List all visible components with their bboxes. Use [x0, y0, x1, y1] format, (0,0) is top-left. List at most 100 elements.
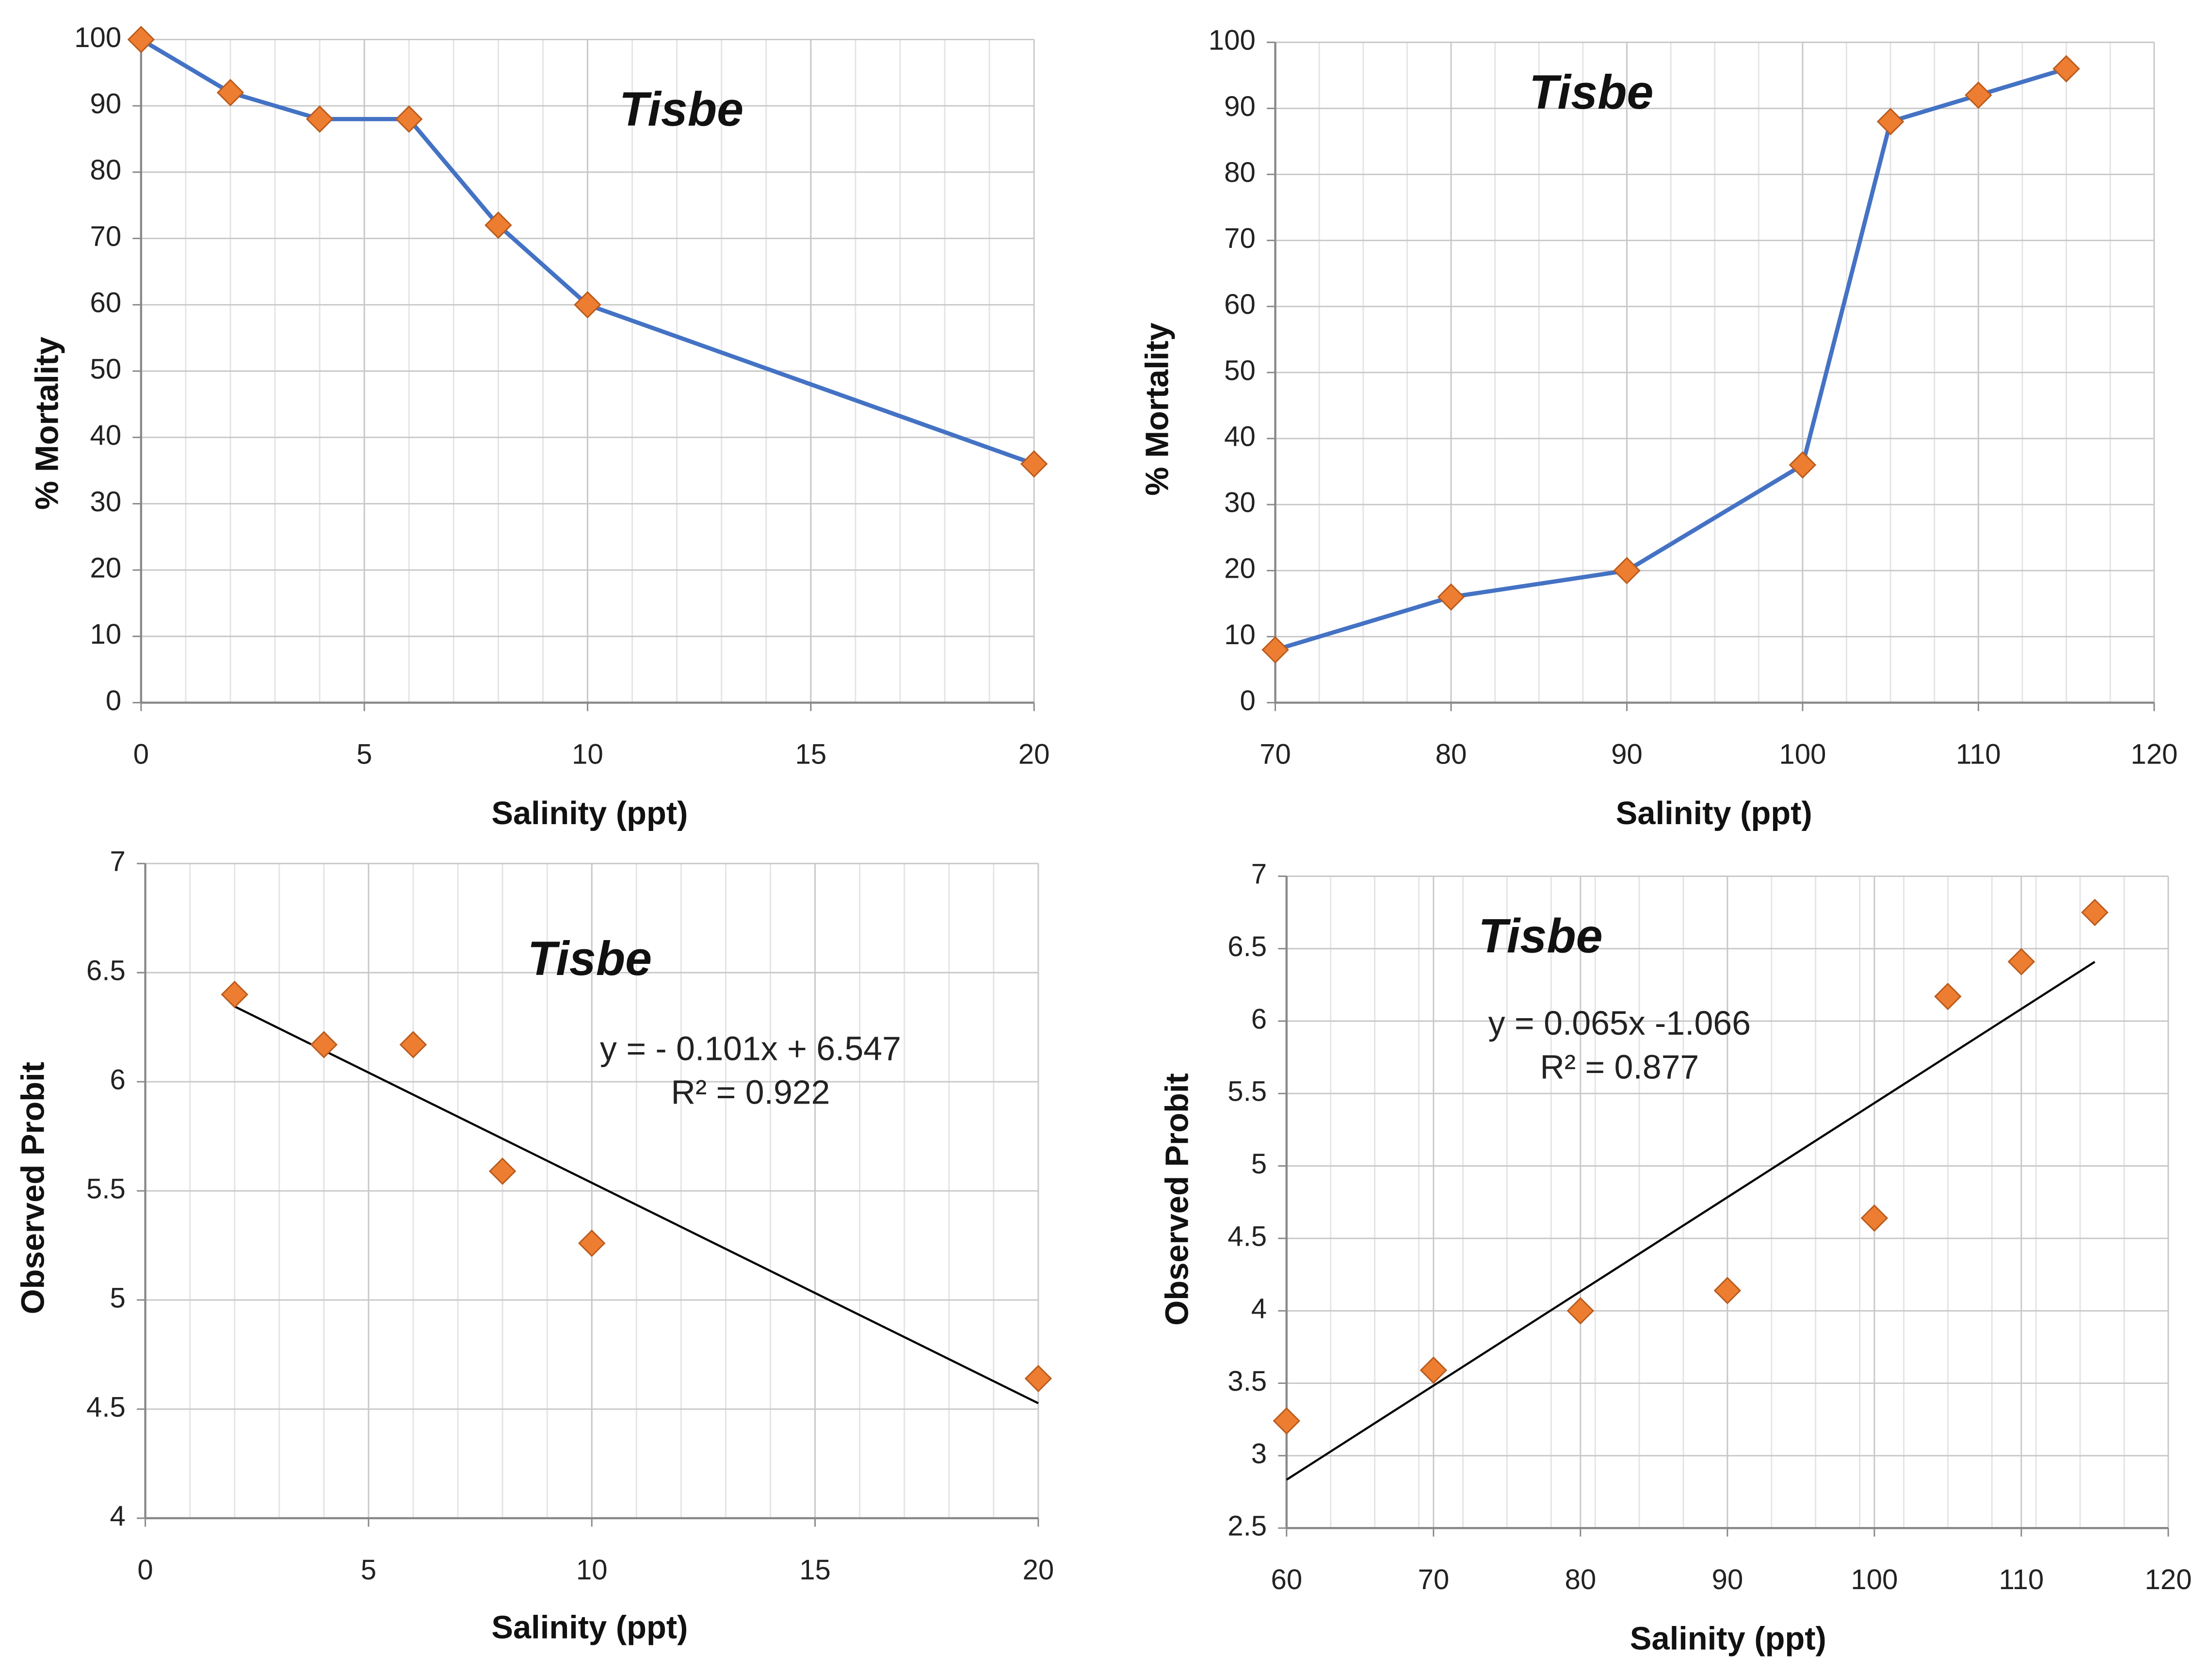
x-tick-label: 80: [1565, 1564, 1596, 1595]
marker: [395, 105, 423, 133]
y-tick-label: 10: [90, 618, 121, 650]
marker: [1273, 1407, 1301, 1435]
marker: [2007, 948, 2035, 975]
y-tick-label: 3: [1251, 1438, 1267, 1469]
y-tick-label: 5.5: [1227, 1076, 1267, 1107]
x-tick-label: 20: [1023, 1554, 1054, 1586]
x-tick-label: 0: [133, 738, 149, 770]
x-tick-label: 15: [795, 738, 826, 770]
marker: [2081, 898, 2109, 926]
y-tick-label: 7: [110, 846, 126, 878]
equation: y = 0.065x -1.066: [1488, 1004, 1751, 1042]
marker: [484, 211, 512, 239]
y-tick-label: 20: [90, 553, 121, 584]
x-tick-label: 100: [1851, 1564, 1898, 1595]
y-tick-label: 6: [110, 1064, 126, 1095]
x-tick-label: 60: [1271, 1564, 1302, 1595]
x-tick-label: 110: [1956, 738, 2001, 770]
y-tick-label: 20: [1224, 553, 1256, 585]
y-tick-label: 5: [1251, 1148, 1267, 1180]
x-tick-label: 100: [1779, 738, 1826, 770]
x-tick-label: 10: [572, 738, 603, 770]
marker: [488, 1157, 517, 1185]
y-tick-label: 6: [1251, 1003, 1267, 1035]
marker: [1261, 636, 1289, 664]
y-tick-label: 6.5: [86, 955, 126, 986]
y-tick-label: 40: [1224, 421, 1256, 452]
y-tick-label: 10: [1224, 619, 1256, 650]
y-tick-label: 50: [90, 353, 121, 385]
y-tick-label: 4.5: [1227, 1220, 1267, 1252]
marker: [1613, 557, 1641, 585]
x-tick-label: 15: [799, 1554, 831, 1586]
x-tick-label: 90: [1611, 738, 1643, 770]
y-axis-label: % Mortality: [1139, 323, 1176, 496]
y-tick-label: 100: [74, 22, 121, 53]
marker: [1566, 1297, 1595, 1325]
equation: y = - 0.101x + 6.547: [600, 1029, 901, 1067]
x-tick-label: 20: [1018, 738, 1050, 770]
marker: [306, 105, 334, 133]
y-tick-label: 60: [1224, 289, 1256, 320]
y-tick-label: 90: [90, 88, 121, 120]
marker: [1965, 81, 1992, 109]
y-tick-label: 30: [1224, 487, 1256, 519]
x-tick-label: 0: [137, 1554, 153, 1586]
x-tick-label: 70: [1418, 1564, 1449, 1595]
r-squared: R² = 0.922: [671, 1073, 830, 1111]
marker: [310, 1031, 338, 1058]
y-tick-label: 50: [1224, 355, 1256, 386]
trendline: [234, 1005, 1039, 1404]
x-tick-label: 120: [2145, 1564, 2192, 1595]
trendline: [1286, 961, 2096, 1481]
y-axis-label: Observed Probit: [1159, 1073, 1195, 1325]
y-axis-label: Observed Probit: [15, 1062, 51, 1314]
marker: [1934, 982, 1962, 1010]
y-tick-label: 5.5: [86, 1173, 126, 1204]
x-tick-label: 90: [1711, 1564, 1743, 1595]
y-tick-label: 4.5: [86, 1391, 126, 1423]
y-tick-label: 80: [90, 154, 121, 186]
marker: [1437, 583, 1465, 611]
marker: [2052, 55, 2080, 82]
y-tick-label: 6.5: [1227, 931, 1267, 962]
x-axis-label: Salinity (ppt): [491, 795, 688, 831]
y-tick-label: 80: [1224, 157, 1256, 188]
chart-title: Tisbe: [1529, 65, 1653, 119]
marker: [574, 291, 601, 319]
marker: [1789, 451, 1817, 479]
chart-title: Tisbe: [619, 82, 743, 136]
x-tick-label: 80: [1436, 738, 1467, 770]
x-tick-label: 110: [1999, 1564, 2044, 1595]
x-tick-label: 10: [576, 1554, 608, 1586]
y-tick-label: 2.5: [1227, 1511, 1267, 1542]
marker: [1876, 108, 1905, 135]
y-tick-label: 4: [110, 1500, 126, 1532]
marker: [399, 1031, 427, 1058]
y-tick-label: 3.5: [1227, 1365, 1267, 1397]
x-tick-label: 120: [2131, 738, 2178, 770]
y-tick-label: 7: [1251, 859, 1267, 890]
chart-title: Tisbe: [528, 931, 652, 985]
marker: [216, 79, 244, 107]
y-tick-label: 0: [106, 685, 121, 716]
marker: [1860, 1204, 1889, 1232]
x-tick-label: 5: [356, 738, 372, 770]
marker: [1713, 1277, 1742, 1304]
y-tick-label: 100: [1209, 25, 1256, 56]
y-tick-label: 30: [90, 486, 121, 518]
y-tick-label: 70: [90, 221, 121, 252]
y-tick-label: 70: [1224, 223, 1256, 254]
marker: [578, 1229, 606, 1257]
marker: [1020, 450, 1048, 478]
marker: [221, 980, 248, 1008]
chart-title: Tisbe: [1478, 909, 1602, 962]
y-tick-label: 5: [110, 1282, 126, 1314]
y-tick-label: 0: [1240, 685, 1255, 716]
y-tick-label: 40: [90, 420, 121, 451]
marker: [1420, 1356, 1448, 1384]
marker: [127, 26, 155, 53]
y-tick-label: 90: [1224, 91, 1256, 122]
